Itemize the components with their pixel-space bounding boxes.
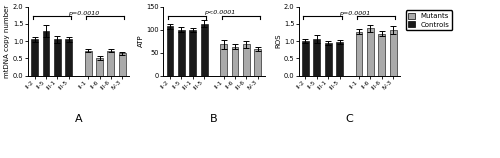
Bar [314,39,320,76]
Bar [108,51,114,76]
Bar [220,44,227,76]
Y-axis label: ROS: ROS [275,34,281,49]
Bar [178,30,185,76]
Text: p=0.0001: p=0.0001 [340,11,370,16]
Bar [254,49,261,76]
Bar [166,26,173,76]
Legend: Mutants, Controls: Mutants, Controls [406,10,452,30]
Bar [243,44,250,76]
Bar [31,40,38,76]
Text: C: C [346,114,353,124]
Y-axis label: ATP: ATP [138,35,143,48]
Bar [54,40,61,76]
Text: B: B [210,114,218,124]
Bar [367,28,374,76]
Y-axis label: mtDNA copy number: mtDNA copy number [4,5,10,78]
Bar [66,40,72,76]
Bar [201,24,207,76]
Text: p=0.0010: p=0.0010 [68,11,100,16]
Bar [232,47,238,76]
Bar [302,41,309,76]
Text: A: A [74,114,82,124]
Bar [42,31,50,76]
Text: p<0.0001: p<0.0001 [204,10,235,15]
Bar [336,42,343,76]
Bar [356,31,362,76]
Bar [190,30,196,76]
Bar [325,43,332,76]
Bar [119,53,126,76]
Bar [390,30,396,76]
Bar [84,51,91,76]
Bar [96,58,103,76]
Bar [378,34,385,76]
